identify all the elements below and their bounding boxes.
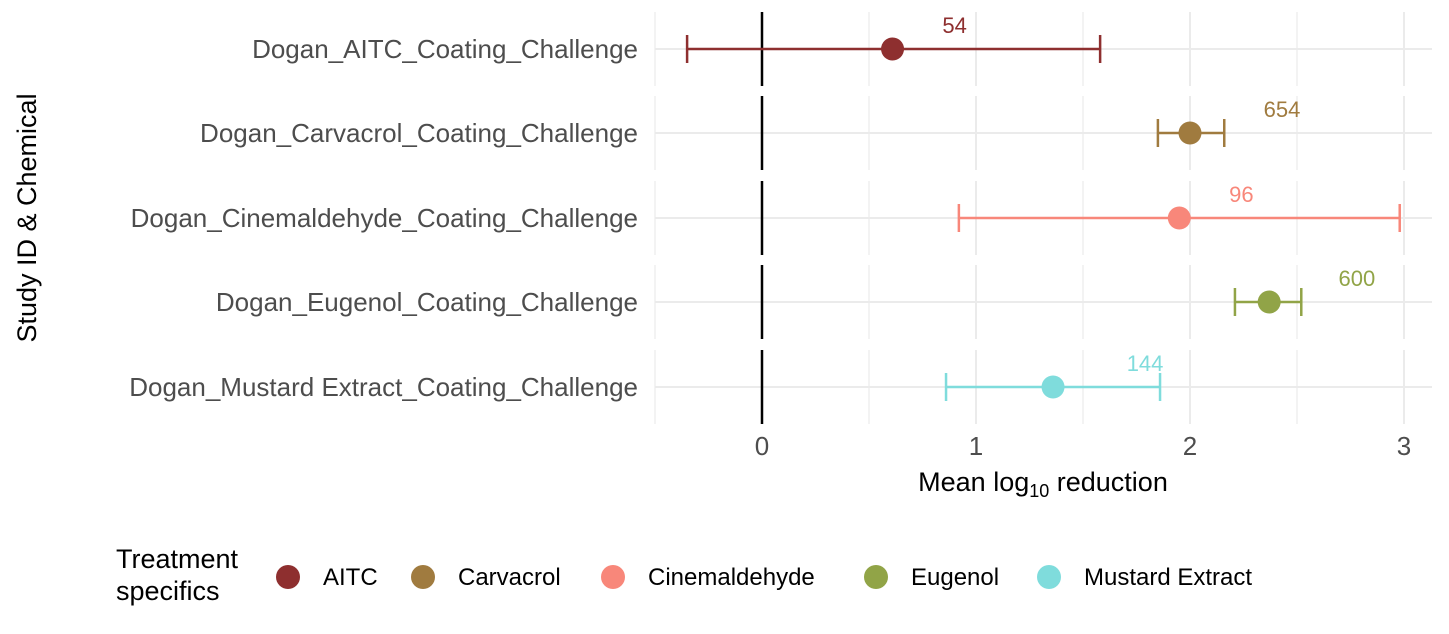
legend-items: AITC Carvacrol Cinemaldehyde Eugenol Mustard… — [276, 564, 1252, 591]
study-label: Dogan_AITC_Coating_Challenge — [252, 34, 638, 64]
legend-label: Carvacrol — [458, 564, 561, 591]
x-tick-label: 0 — [755, 431, 769, 461]
legend-item: Mustard Extract — [1037, 564, 1252, 591]
y-axis-title: Study ID & Chemical — [12, 93, 42, 342]
legend-swatch — [864, 565, 888, 589]
sample-count-label: 654 — [1264, 97, 1301, 122]
study-label: Dogan_Eugenol_Coating_Challenge — [216, 287, 638, 317]
sample-count-label: 144 — [1127, 351, 1164, 376]
legend-title: Treatment specifics — [116, 544, 246, 606]
study-label: Dogan_Mustard Extract_Coating_Challenge — [129, 372, 638, 402]
x-tick-label: 1 — [969, 431, 983, 461]
x-axis-title: Mean log10 reduction — [918, 467, 1168, 501]
study-label: Dogan_Cinemaldehyde_Coating_Challenge — [131, 203, 638, 233]
x-tick-label: 2 — [1183, 431, 1197, 461]
x-tick-label: 3 — [1397, 431, 1411, 461]
legend-item: Eugenol — [864, 564, 999, 591]
legend-label: Cinemaldehyde — [648, 564, 815, 591]
legend: Treatment specifics AITC Carvacrol Cinemal… — [116, 544, 1252, 606]
legend-swatch — [601, 565, 625, 589]
study-label: Dogan_Carvacrol_Coating_Challenge — [200, 118, 638, 148]
legend-swatch — [411, 565, 435, 589]
sample-count-label: 54 — [942, 13, 966, 38]
mean-point — [1041, 375, 1065, 399]
x-tick-labels: 0 1 2 3 — [755, 431, 1411, 461]
legend-label: Eugenol — [911, 564, 999, 591]
legend-swatch — [276, 565, 300, 589]
y-tick-labels: Dogan_AITC_Coating_Challenge Dogan_Carvac… — [129, 34, 638, 402]
legend-item: AITC — [276, 564, 378, 591]
legend-title-line-1: Treatment — [116, 544, 239, 574]
x-axis-title-suffix: reduction — [1049, 467, 1168, 497]
legend-title-line-2: specifics — [116, 576, 220, 606]
mean-point — [881, 37, 905, 61]
legend-label: Mustard Extract — [1084, 564, 1252, 591]
mean-point — [1178, 121, 1202, 145]
legend-label: AITC — [323, 564, 378, 591]
legend-item: Cinemaldehyde — [601, 564, 815, 591]
mean-point — [1167, 206, 1191, 230]
x-axis-title-subscript: 10 — [1029, 481, 1049, 501]
sample-count-label: 600 — [1339, 266, 1376, 291]
x-axis-title-prefix: Mean log — [918, 467, 1029, 497]
mean-point — [1257, 290, 1281, 314]
sample-count-label: 96 — [1229, 182, 1253, 207]
legend-swatch — [1037, 565, 1061, 589]
data-marks: 54 654 96 600 144 — [685, 13, 1401, 401]
legend-item: Carvacrol — [411, 564, 561, 591]
